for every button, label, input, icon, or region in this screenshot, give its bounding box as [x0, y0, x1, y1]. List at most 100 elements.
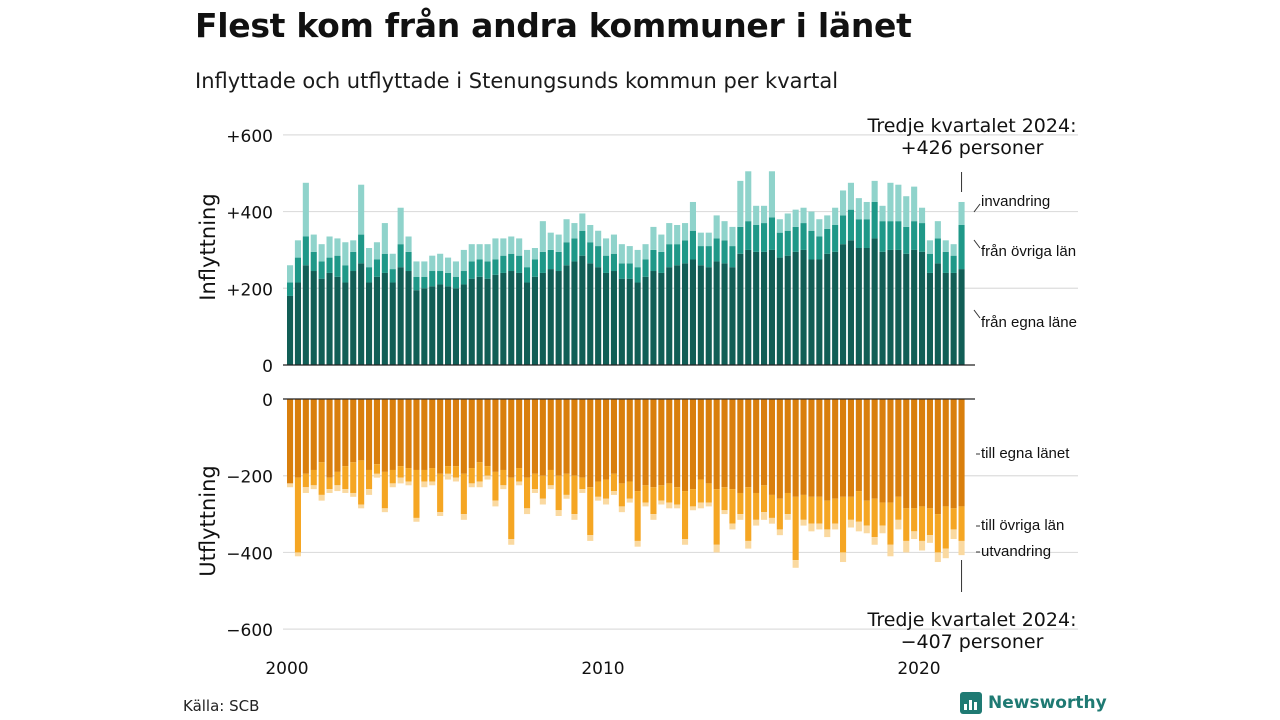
outflow-bar-segment	[373, 399, 380, 465]
inflow-bar-segment	[287, 295, 294, 365]
series-label-fran-egna-lane: från egna läne	[981, 314, 1077, 331]
outflow-bar-segment	[508, 399, 515, 478]
outflow-bar-segment	[887, 502, 894, 545]
inflow-bar-segment	[389, 282, 396, 365]
outflow-bar-segment	[895, 496, 902, 520]
inflow-bar-segment	[626, 278, 633, 365]
inflow-bar-segment	[508, 253, 515, 272]
inflow-bar-segment	[832, 251, 839, 365]
outflow-bar-segment	[626, 399, 633, 482]
axes: +600 +400 +200 0 0 −200 −400 −600 Inflyttning Utf…	[196, 127, 975, 679]
outflow-bar-segment	[571, 514, 578, 520]
inflow-bar-segment	[294, 240, 301, 258]
inflow-bar-segment	[840, 215, 847, 245]
inflow-bar-segment	[840, 190, 847, 216]
outflow-bar-segment	[595, 496, 602, 501]
outflow-bar-segment	[618, 506, 625, 513]
outflow-bar-segment	[840, 399, 847, 497]
inflow-bar-segment	[958, 224, 965, 270]
inflow-bar-segment	[650, 249, 657, 272]
inflow-bar-segment	[792, 209, 799, 227]
inflow-bar-segment	[768, 249, 775, 365]
outflow-bar-segment	[713, 489, 720, 545]
outflow-bar-segment	[358, 460, 365, 505]
outflow-bar-segment	[571, 475, 578, 515]
inflow-bar-segment	[397, 244, 404, 268]
outflow-bar-segment	[863, 500, 870, 526]
outflow-bar-segment	[808, 496, 815, 524]
inflow-bar-segment	[792, 226, 799, 252]
inflow-bar-segment	[389, 269, 396, 283]
outflow-bar-segment	[302, 473, 309, 488]
inflow-bar-segment	[761, 223, 768, 252]
inflow-bar-segment	[626, 246, 633, 264]
outflow-bar-segment	[452, 399, 459, 467]
outflow-bar-segment	[784, 514, 791, 520]
outflow-bar-segment	[950, 399, 957, 509]
outflow-bar-segment	[531, 473, 538, 490]
inflow-bar-segment	[610, 253, 617, 272]
outflow-bar-segment	[405, 399, 412, 469]
inflow-bar-segment	[713, 238, 720, 262]
inflow-bar-segment	[476, 276, 483, 365]
inflow-bar-segment	[587, 242, 594, 264]
inflow-bar-segment	[847, 209, 854, 241]
outflow-bar-segment	[832, 523, 839, 530]
outflow-bar-segment	[745, 487, 752, 541]
outflow-bar-segment	[816, 496, 823, 524]
inflow-bar-segment	[587, 224, 594, 243]
outflow-bar-segment	[705, 502, 712, 507]
outflow-bar-segment	[705, 483, 712, 503]
inflow-bar-segment	[689, 201, 696, 231]
outflow-bar-segment	[302, 487, 309, 493]
outflow-bar-segment	[911, 531, 918, 540]
outflow-bar-segment	[642, 399, 649, 486]
inflow-bar-segment	[421, 288, 428, 365]
x-tick-label: 2000	[265, 659, 308, 679]
outflow-bar-segment	[761, 485, 768, 513]
outflow-bar-segment	[847, 496, 854, 520]
inflow-bar-segment	[926, 272, 933, 365]
outflow-bar-segment	[784, 399, 791, 493]
inflow-bar-segment	[358, 234, 365, 264]
inflow-bar-segment	[539, 251, 546, 273]
outflow-bar-segment	[674, 487, 681, 505]
outflow-bar-segment	[421, 481, 428, 488]
outflow-bar-segment	[650, 399, 657, 488]
outflow-bar-segment	[287, 483, 294, 488]
outflow-bar-segment	[563, 399, 570, 474]
outflow-bar-segment	[468, 483, 475, 488]
outflow-bar-segment	[871, 498, 878, 538]
outflow-bar-segment	[287, 399, 294, 484]
inflow-bar-segment	[729, 246, 736, 268]
inflow-bar-segment	[950, 255, 957, 273]
inflow-bar-segment	[792, 251, 799, 365]
inflow-bar-segment	[555, 271, 562, 365]
inflow-bar-segment	[911, 249, 918, 365]
inflow-bar-segment	[737, 180, 744, 227]
outflow-bar-segment	[942, 548, 949, 559]
inflow-bar-segment	[618, 244, 625, 264]
outflow-bar-segment	[476, 481, 483, 488]
inflow-bar-segment	[373, 276, 380, 365]
inflow-bar-segment	[539, 272, 546, 365]
inflow-bar-segment	[650, 226, 657, 250]
inflow-bar-segment	[563, 242, 570, 266]
inflow-bar-segment	[911, 186, 918, 222]
inflow-bar-segment	[539, 221, 546, 252]
newsworthy-logo[interactable]: Newsworthy	[960, 692, 1107, 714]
outflow-bar-segment	[516, 468, 523, 482]
inflow-bar-segment	[476, 244, 483, 260]
inflow-bar-segment	[373, 259, 380, 277]
series-label-till-egna-lanet: till egna länet	[981, 445, 1070, 462]
outflow-bar-segment	[887, 399, 894, 503]
inflow-bar-segment	[610, 271, 617, 365]
inflow-bar-segment	[476, 259, 483, 277]
inflow-bar-segment	[674, 265, 681, 365]
inflow-bar-segment	[445, 272, 452, 287]
inflow-bar-segment	[287, 282, 294, 296]
inflow-bar-segment	[460, 284, 467, 365]
inflow-bar-segment	[531, 259, 538, 277]
inflow-bar-segment	[492, 238, 499, 260]
inflow-annotation-line2: +426 personer	[901, 137, 1044, 159]
